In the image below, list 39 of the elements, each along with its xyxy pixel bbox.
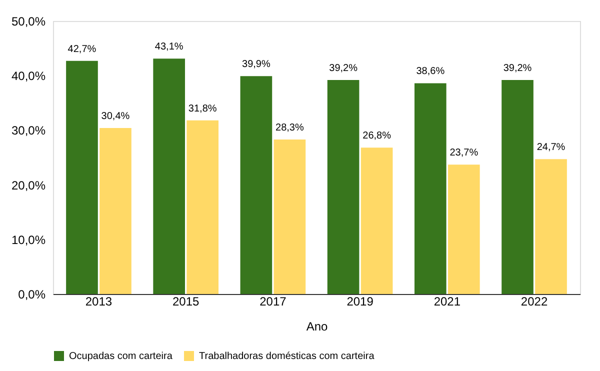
bar	[360, 148, 393, 294]
legend-label: Ocupadas com carteira	[69, 351, 173, 362]
bar	[448, 164, 480, 294]
x-tick-label: 2021	[434, 294, 461, 308]
x-axis-title: Ano	[306, 320, 328, 334]
bar	[274, 139, 306, 294]
data-label: 31,8%	[188, 103, 217, 114]
x-tick-label: 2017	[260, 294, 287, 308]
y-tick-label: 0,0%	[18, 288, 46, 302]
x-tick-label: 2019	[346, 294, 374, 308]
bar	[240, 76, 272, 294]
bar	[502, 80, 534, 294]
legend-label: Trabalhadoras domésticas com carteira	[199, 351, 375, 362]
bar	[66, 60, 98, 294]
x-tick-label: 2015	[172, 294, 200, 308]
y-tick-label: 30,0%	[11, 124, 46, 138]
data-label: 38,6%	[416, 66, 445, 78]
data-label: 43,1%	[154, 42, 184, 53]
data-label: 39,2%	[329, 62, 358, 74]
y-tick-label: 20,0%	[11, 178, 46, 192]
data-label: 28,3%	[276, 122, 304, 134]
data-label: 23,7%	[450, 148, 478, 159]
bar	[535, 159, 567, 294]
data-label: 42,7%	[68, 44, 96, 55]
bar	[100, 128, 132, 294]
bar	[414, 83, 446, 294]
x-tick-label: 2022	[520, 294, 548, 308]
y-tick-label: 40,0%	[11, 69, 46, 84]
x-tick-label: 2013	[85, 294, 112, 308]
data-label: 30,4%	[101, 111, 130, 122]
data-label: 39,9%	[242, 59, 270, 70]
bar	[327, 80, 360, 294]
y-tick-label: 10,0%	[11, 232, 46, 247]
y-tick-label: 50,0%	[11, 14, 46, 28]
data-label: 24,7%	[536, 142, 566, 154]
data-label: 39,2%	[503, 62, 532, 74]
bar	[186, 120, 219, 294]
data-label: 26,8%	[362, 130, 392, 142]
bar	[153, 58, 185, 294]
